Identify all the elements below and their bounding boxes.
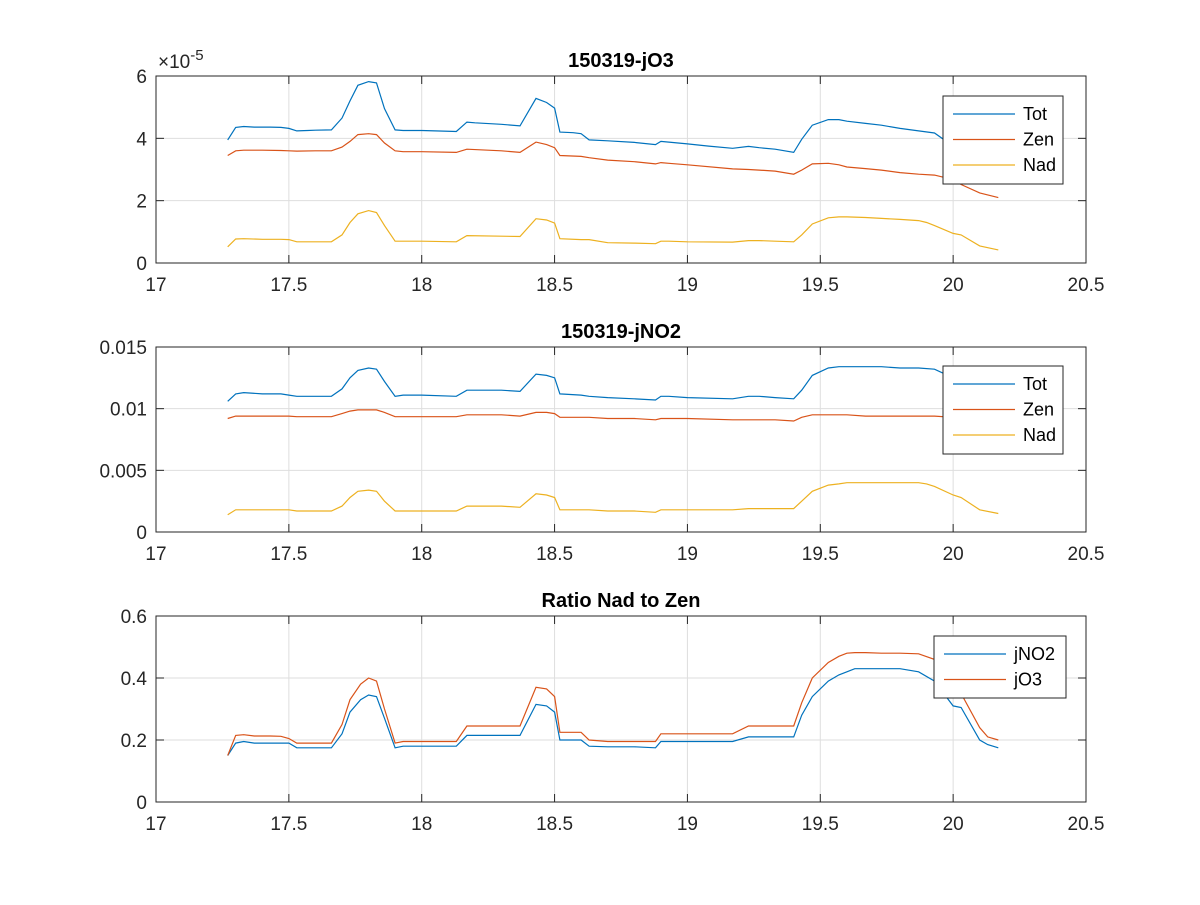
y-tick-label: 0.2 <box>121 731 147 752</box>
series-line-nad <box>227 209 999 251</box>
x-tick-label: 17 <box>145 814 166 835</box>
y-tick-label: 0 <box>136 793 147 814</box>
legend-label-jno2: jNO2 <box>1013 644 1055 664</box>
x-tick-label: 17.5 <box>270 275 307 296</box>
legend-box <box>933 635 1067 699</box>
y-exponent-label: ×10-5 <box>158 47 204 73</box>
x-tick-label: 17 <box>145 275 166 296</box>
chart-title: 150319-jNO2 <box>561 321 681 343</box>
x-tick-label: 18 <box>411 275 432 296</box>
x-tick-label: 19.5 <box>802 814 839 835</box>
x-tick-label: 19 <box>677 814 698 835</box>
chart-title: Ratio Nad to Zen <box>542 590 701 612</box>
legend-label-zen: Zen <box>1023 400 1054 420</box>
y-tick-label: 6 <box>136 67 147 88</box>
legend-label-jo3: jO3 <box>1013 670 1042 690</box>
legend-label-nad: Nad <box>1023 155 1056 175</box>
legend-label-tot: Tot <box>1023 104 1047 124</box>
x-tick-label: 17.5 <box>270 814 307 835</box>
chart-panel-1: 17 17.5 18 18.5 19 19.5 20 20.5 0 2 4 6 ×10-5 150319-… <box>136 47 1104 296</box>
axes-box <box>155 75 1087 264</box>
y-tick-label: 0.01 <box>110 400 147 421</box>
chart-panel-3: 17 17.5 18 18.5 19 19.5 20 20.5 0 0.2 0.4 0.6 Ratio … <box>121 590 1105 835</box>
series-line-jo3 <box>227 651 999 756</box>
x-tick-label: 19 <box>677 544 698 565</box>
chart-title: 150319-jO3 <box>568 50 674 72</box>
x-tick-label: 17 <box>145 544 166 565</box>
y-tick-label: 0 <box>136 254 147 275</box>
axes-box <box>155 615 1087 803</box>
series-line-jno2 <box>227 668 999 756</box>
series-line-nad <box>227 482 999 516</box>
x-tick-label: 19.5 <box>802 544 839 565</box>
x-tick-label: 20 <box>943 544 964 565</box>
y-tick-label: 0.6 <box>121 607 147 628</box>
x-tick-label: 19.5 <box>802 275 839 296</box>
x-tick-label: 17.5 <box>270 544 307 565</box>
y-tick-label: 0.005 <box>99 461 147 482</box>
plot-area <box>156 76 1086 263</box>
x-tick-label: 20.5 <box>1068 275 1105 296</box>
legend-label-tot: Tot <box>1023 374 1047 394</box>
x-tick-label: 20 <box>943 814 964 835</box>
x-tick-label: 18.5 <box>536 814 573 835</box>
x-tick-label: 20.5 <box>1068 544 1105 565</box>
series-line-zen <box>227 133 999 199</box>
series-line-zen <box>227 409 999 422</box>
y-tick-label: 0 <box>136 523 147 544</box>
x-tick-label: 18 <box>411 814 432 835</box>
x-tick-label: 20 <box>943 275 964 296</box>
y-tick-label: 4 <box>136 129 147 150</box>
series-line-tot <box>227 366 999 402</box>
x-tick-label: 18 <box>411 544 432 565</box>
x-tick-label: 20.5 <box>1068 814 1105 835</box>
chart-panel-2: 17 17.5 18 18.5 19 19.5 20 20.5 0 0.005 0.01 0.015 1… <box>99 321 1104 565</box>
y-tick-label: 2 <box>136 192 147 213</box>
legend-label-zen: Zen <box>1023 130 1054 150</box>
x-tick-label: 18.5 <box>536 275 573 296</box>
plot-area <box>156 347 1086 532</box>
legend: Tot Zen Nad <box>942 95 1064 185</box>
series-line-tot <box>227 80 999 185</box>
y-tick-label: 0.015 <box>99 338 147 359</box>
axes-box <box>155 346 1087 533</box>
y-tick-label: 0.4 <box>121 669 148 690</box>
plot-area <box>156 616 1086 802</box>
x-tick-label: 18.5 <box>536 544 573 565</box>
x-tick-label: 19 <box>677 275 698 296</box>
legend: jNO2 jO3 <box>933 635 1067 699</box>
legend-label-nad: Nad <box>1023 425 1056 445</box>
legend: Tot Zen Nad <box>942 365 1064 455</box>
